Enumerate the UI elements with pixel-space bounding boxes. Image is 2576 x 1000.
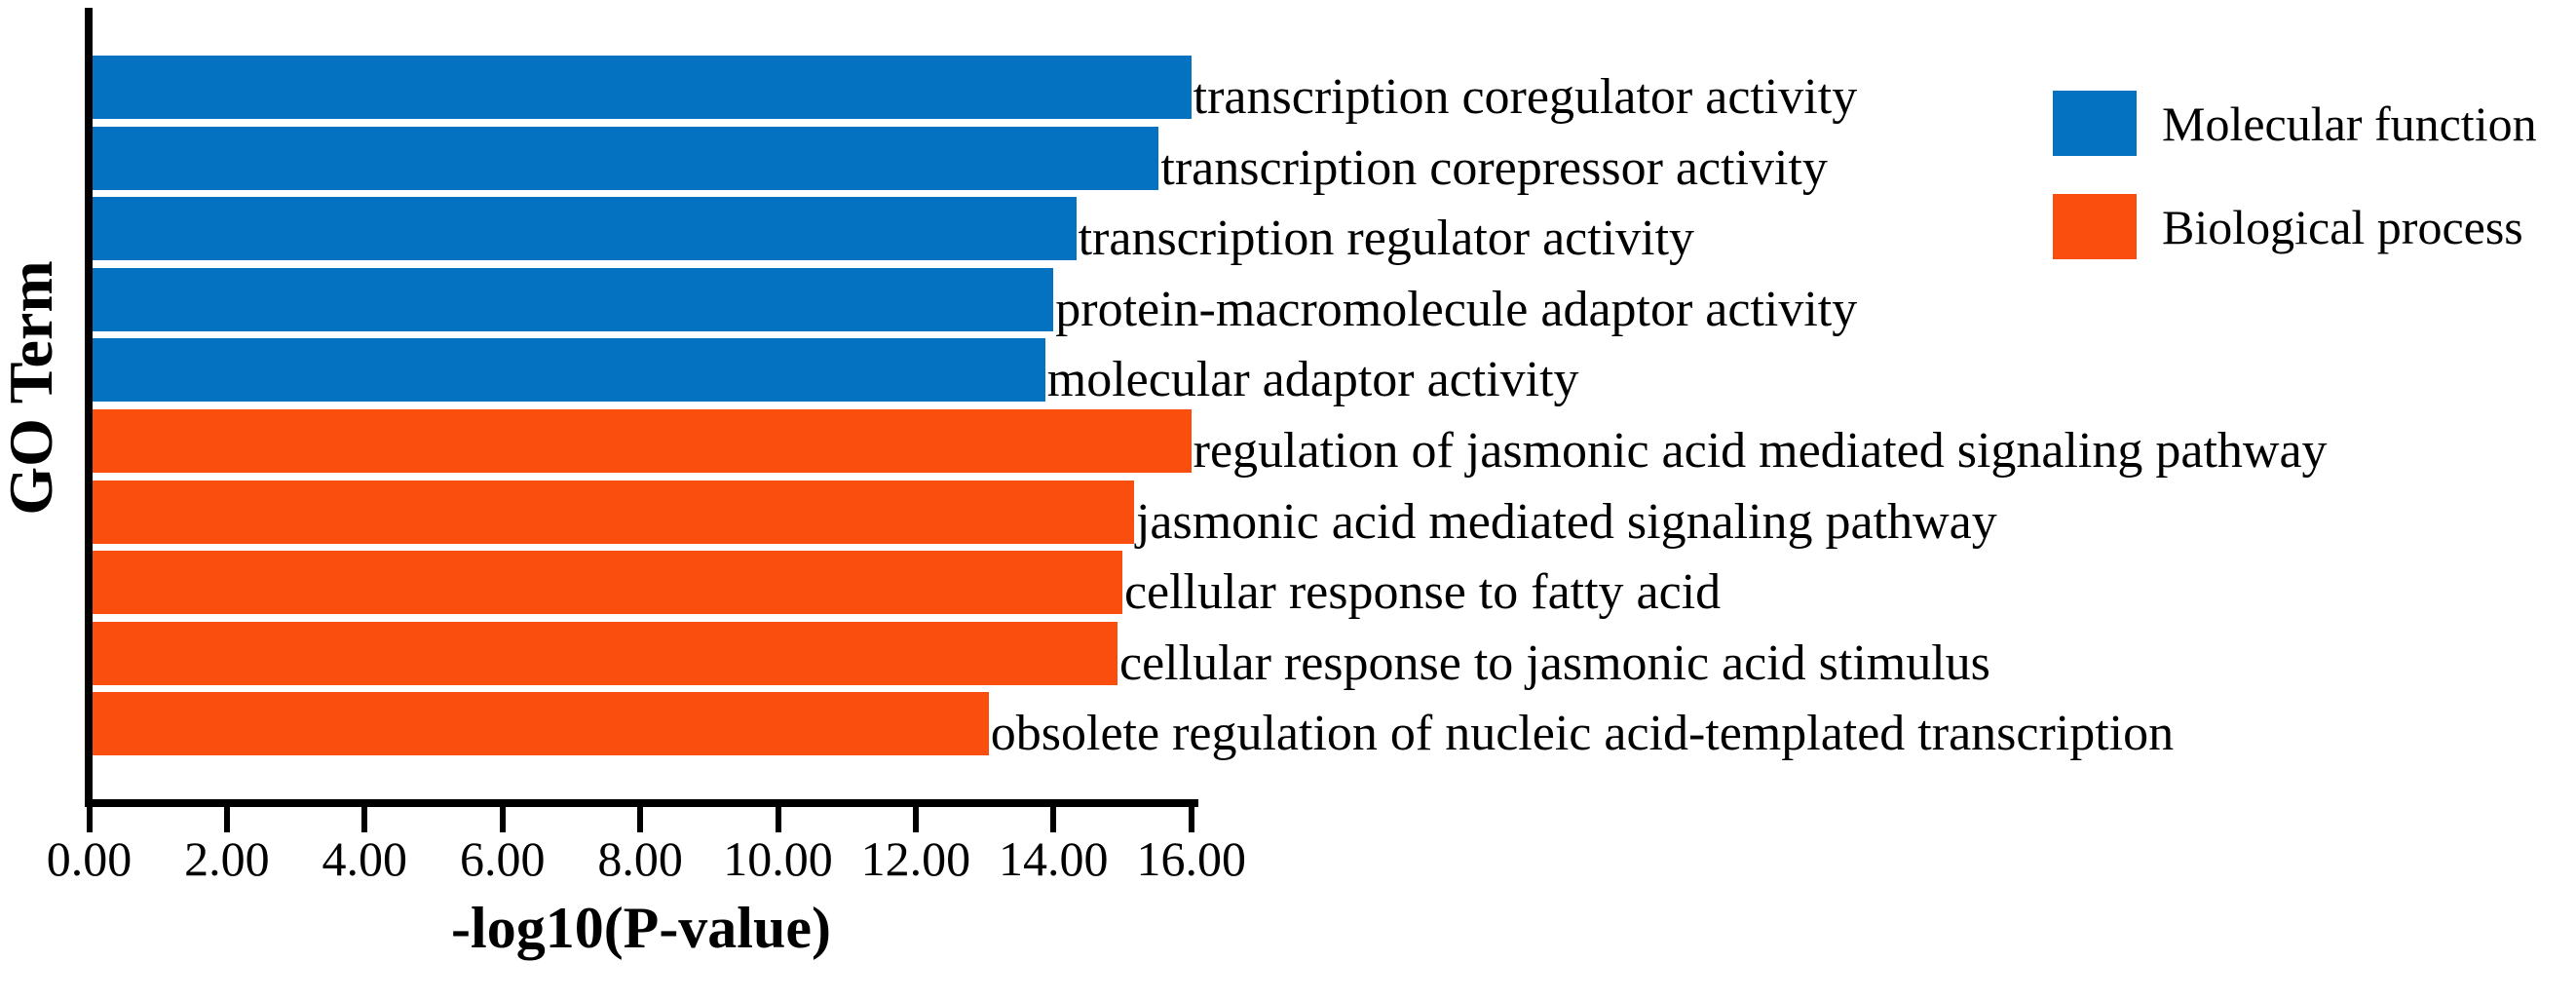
bar-label: molecular adaptor activity bbox=[1046, 352, 1579, 408]
x-tick-mark bbox=[499, 807, 506, 832]
bar-label: protein-macromolecule adaptor activity bbox=[1055, 281, 1858, 337]
x-tick-mark bbox=[637, 807, 644, 832]
bar bbox=[93, 692, 989, 756]
legend-item: Biological process bbox=[2053, 194, 2523, 259]
legend-label: Molecular function bbox=[2162, 96, 2537, 151]
bar bbox=[93, 267, 1054, 331]
bar bbox=[93, 197, 1077, 261]
bar bbox=[93, 480, 1134, 544]
bar-label: cellular response to jasmonic acid stimu… bbox=[1119, 635, 1990, 691]
legend-item: Molecular function bbox=[2053, 91, 2537, 156]
x-tick-label: 6.00 bbox=[459, 831, 546, 886]
y-axis-line bbox=[85, 8, 93, 807]
bar-label: cellular response to fatty acid bbox=[1123, 564, 1722, 621]
bar-label: jasmonic acid mediated signaling pathway bbox=[1135, 493, 1997, 550]
x-tick-label: 16.00 bbox=[1136, 831, 1246, 886]
x-tick-label: 8.00 bbox=[597, 831, 683, 886]
x-tick-mark bbox=[775, 807, 781, 832]
bar bbox=[93, 621, 1118, 685]
x-tick-label: 0.00 bbox=[46, 831, 133, 886]
y-axis-title: GO Term bbox=[0, 260, 65, 516]
bar-label: obsolete regulation of nucleic acid-temp… bbox=[990, 706, 2175, 762]
bar-label: regulation of jasmonic acid mediated sig… bbox=[1193, 423, 2328, 479]
bar-label: transcription coregulator activity bbox=[1193, 69, 1858, 125]
x-tick-mark bbox=[1050, 807, 1057, 832]
x-tick-mark bbox=[912, 807, 919, 832]
bar bbox=[93, 409, 1192, 473]
x-tick-mark bbox=[223, 807, 230, 832]
x-tick-mark bbox=[86, 807, 93, 832]
x-axis-title: -log10(P-value) bbox=[451, 896, 831, 960]
x-tick-label: 2.00 bbox=[184, 831, 270, 886]
bar bbox=[93, 551, 1122, 615]
bar bbox=[93, 56, 1192, 119]
legend-swatch bbox=[2053, 194, 2137, 259]
bar-label: transcription corepressor activity bbox=[1160, 139, 1828, 196]
x-tick-label: 4.00 bbox=[322, 831, 408, 886]
x-tick-label: 12.00 bbox=[860, 831, 971, 886]
x-tick-label: 10.00 bbox=[723, 831, 833, 886]
legend-label: Biological process bbox=[2162, 199, 2523, 254]
x-tick-mark bbox=[361, 807, 368, 832]
bar bbox=[93, 338, 1045, 403]
x-tick-mark bbox=[1188, 807, 1194, 832]
bar-label: transcription regulator activity bbox=[1078, 211, 1695, 267]
x-tick-label: 14.00 bbox=[999, 831, 1109, 886]
bar bbox=[93, 126, 1159, 190]
legend-swatch bbox=[2053, 91, 2137, 156]
x-axis-line bbox=[85, 799, 1198, 807]
